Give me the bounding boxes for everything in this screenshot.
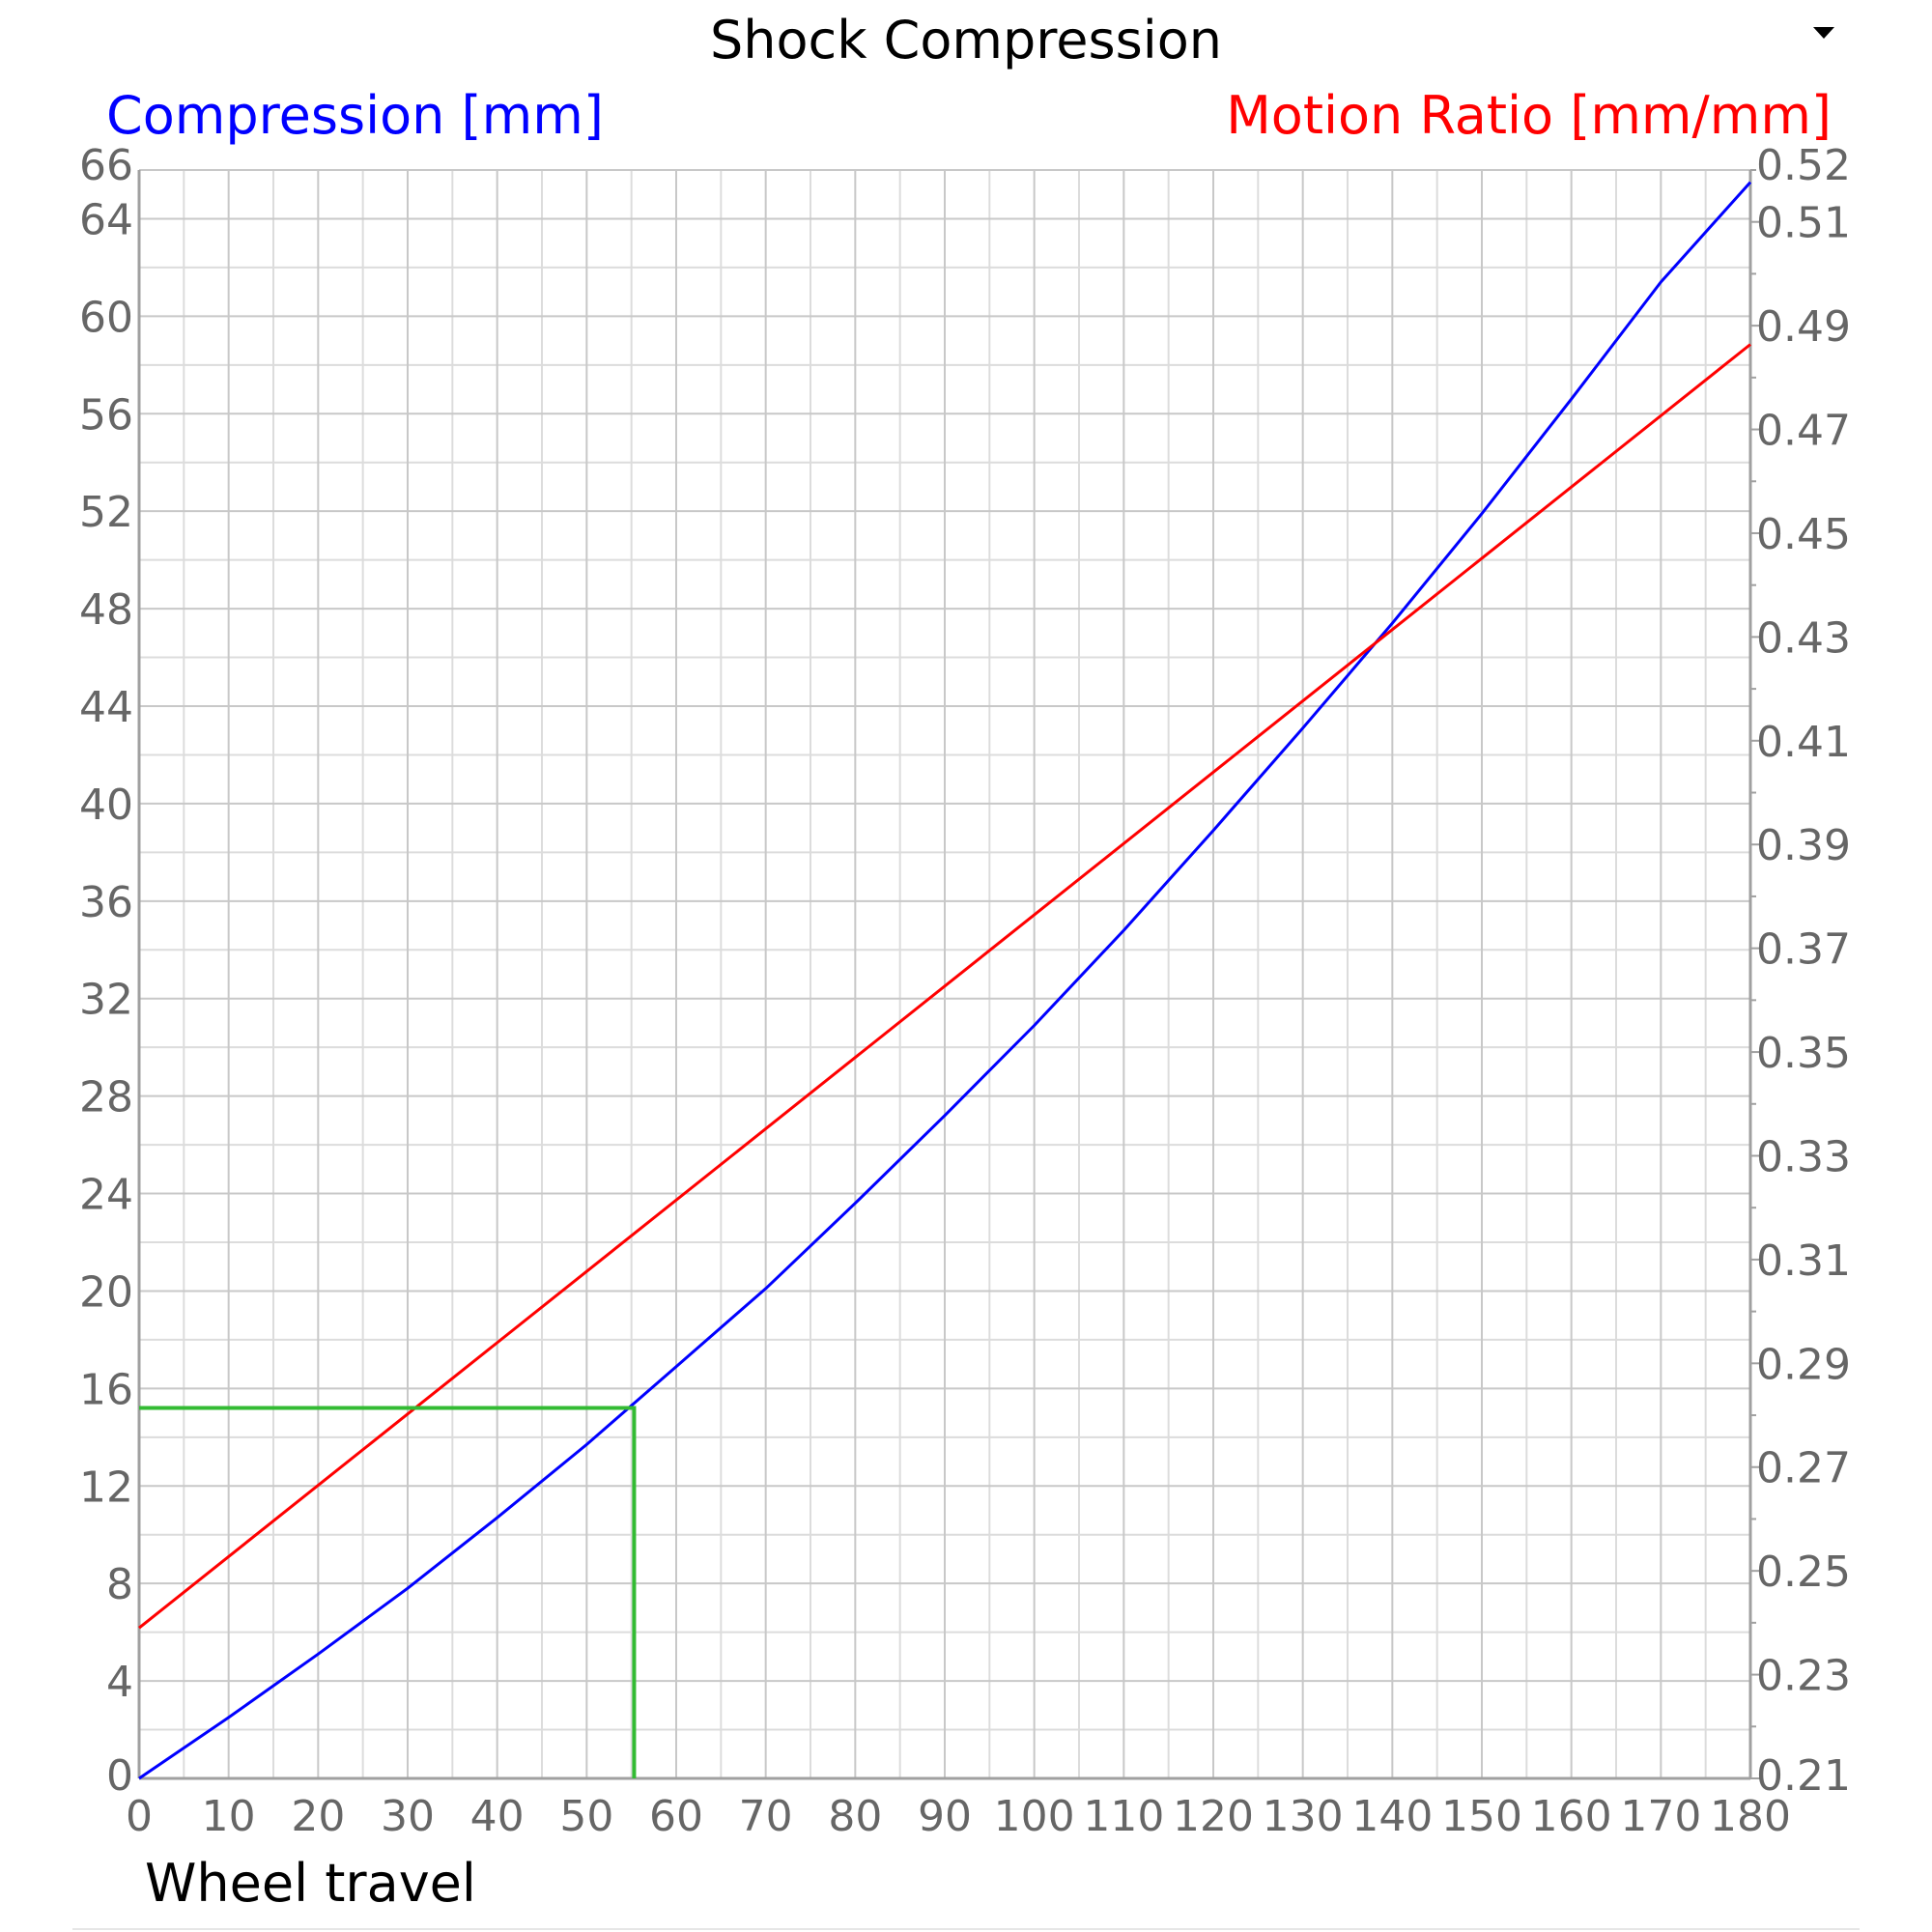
y-tick-label: 32 bbox=[79, 976, 133, 1025]
y2-tick-label: 0.41 bbox=[1756, 718, 1851, 767]
y-tick-label: 24 bbox=[79, 1171, 133, 1220]
y-tick-label: 12 bbox=[79, 1463, 133, 1512]
x-tick-label: 140 bbox=[1351, 1792, 1433, 1841]
x-tick-label: 130 bbox=[1263, 1792, 1344, 1841]
y2-tick-label: 0.25 bbox=[1756, 1548, 1851, 1597]
x-tick-label: 50 bbox=[559, 1792, 613, 1841]
y2-tick-label: 0.45 bbox=[1756, 510, 1851, 559]
y-tick-label: 36 bbox=[79, 878, 133, 927]
y-tick-label: 0 bbox=[106, 1751, 133, 1801]
y-tick-label: 56 bbox=[79, 390, 133, 440]
y-tick-label: 64 bbox=[79, 195, 133, 244]
x-tick-label: 70 bbox=[739, 1792, 793, 1841]
y-tick-label: 52 bbox=[79, 488, 133, 537]
divider bbox=[72, 1928, 1860, 1930]
y2-tick-label: 0.27 bbox=[1756, 1444, 1851, 1493]
y-tick-label: 28 bbox=[79, 1073, 133, 1122]
compression-line bbox=[138, 181, 1752, 1780]
x-tick-label: 90 bbox=[918, 1792, 972, 1841]
y2-tick-label: 0.23 bbox=[1756, 1652, 1851, 1701]
y-axis-title: Compression [mm] bbox=[106, 85, 604, 146]
y2-tick-label: 0.33 bbox=[1756, 1132, 1851, 1181]
motion-ratio-line bbox=[138, 343, 1751, 1630]
y-tick-label: 66 bbox=[79, 141, 133, 190]
y-tick-label: 44 bbox=[79, 683, 133, 732]
chevron-down-icon bbox=[1813, 27, 1834, 39]
x-tick-label: 80 bbox=[828, 1792, 882, 1841]
y2-tick-label: 0.35 bbox=[1756, 1029, 1851, 1078]
y2-tick-label: 0.21 bbox=[1756, 1751, 1851, 1801]
x-tick-label: 150 bbox=[1441, 1792, 1522, 1841]
x-tick-label: 120 bbox=[1173, 1792, 1254, 1841]
x-tick-label: 20 bbox=[291, 1792, 345, 1841]
x-tick-label: 0 bbox=[126, 1792, 153, 1841]
x-tick-label: 60 bbox=[649, 1792, 703, 1841]
y-tick-label: 16 bbox=[79, 1365, 133, 1414]
y2-tick-label: 0.31 bbox=[1756, 1236, 1851, 1286]
y2-tick-label: 0.29 bbox=[1756, 1340, 1851, 1389]
x-tick-label: 40 bbox=[470, 1792, 525, 1841]
x-tick-label: 160 bbox=[1531, 1792, 1612, 1841]
y-tick-label: 48 bbox=[79, 585, 133, 635]
x-tick-label: 100 bbox=[994, 1792, 1075, 1841]
y2-tick-label: 0.47 bbox=[1756, 407, 1851, 456]
crosshair-marker bbox=[139, 1406, 637, 1778]
x-tick-label: 170 bbox=[1620, 1792, 1701, 1841]
y-tick-label: 60 bbox=[79, 293, 133, 342]
y-tick-label: 4 bbox=[106, 1658, 133, 1707]
x-tick-label: 110 bbox=[1083, 1792, 1164, 1841]
y-tick-label: 8 bbox=[106, 1560, 133, 1609]
y2-tick-label: 0.51 bbox=[1756, 199, 1851, 248]
chart-menu-dropdown[interactable] bbox=[1804, 21, 1843, 50]
y2-tick-label: 0.52 bbox=[1756, 141, 1851, 190]
y2-tick-label: 0.39 bbox=[1756, 821, 1851, 870]
x-axis-title: Wheel travel bbox=[145, 1853, 476, 1914]
y-tick-label: 20 bbox=[79, 1267, 133, 1317]
x-tick-label: 180 bbox=[1710, 1792, 1791, 1841]
x-tick-label: 10 bbox=[202, 1792, 256, 1841]
y2-tick-label: 0.37 bbox=[1756, 925, 1851, 975]
x-tick-label: 30 bbox=[381, 1792, 435, 1841]
y2-axis-title: Motion Ratio [mm/mm] bbox=[1226, 85, 1832, 146]
y2-tick-label: 0.49 bbox=[1756, 302, 1851, 352]
y-tick-label: 40 bbox=[79, 781, 133, 830]
y2-tick-label: 0.43 bbox=[1756, 613, 1851, 663]
chart-title: Shock Compression bbox=[709, 10, 1223, 71]
